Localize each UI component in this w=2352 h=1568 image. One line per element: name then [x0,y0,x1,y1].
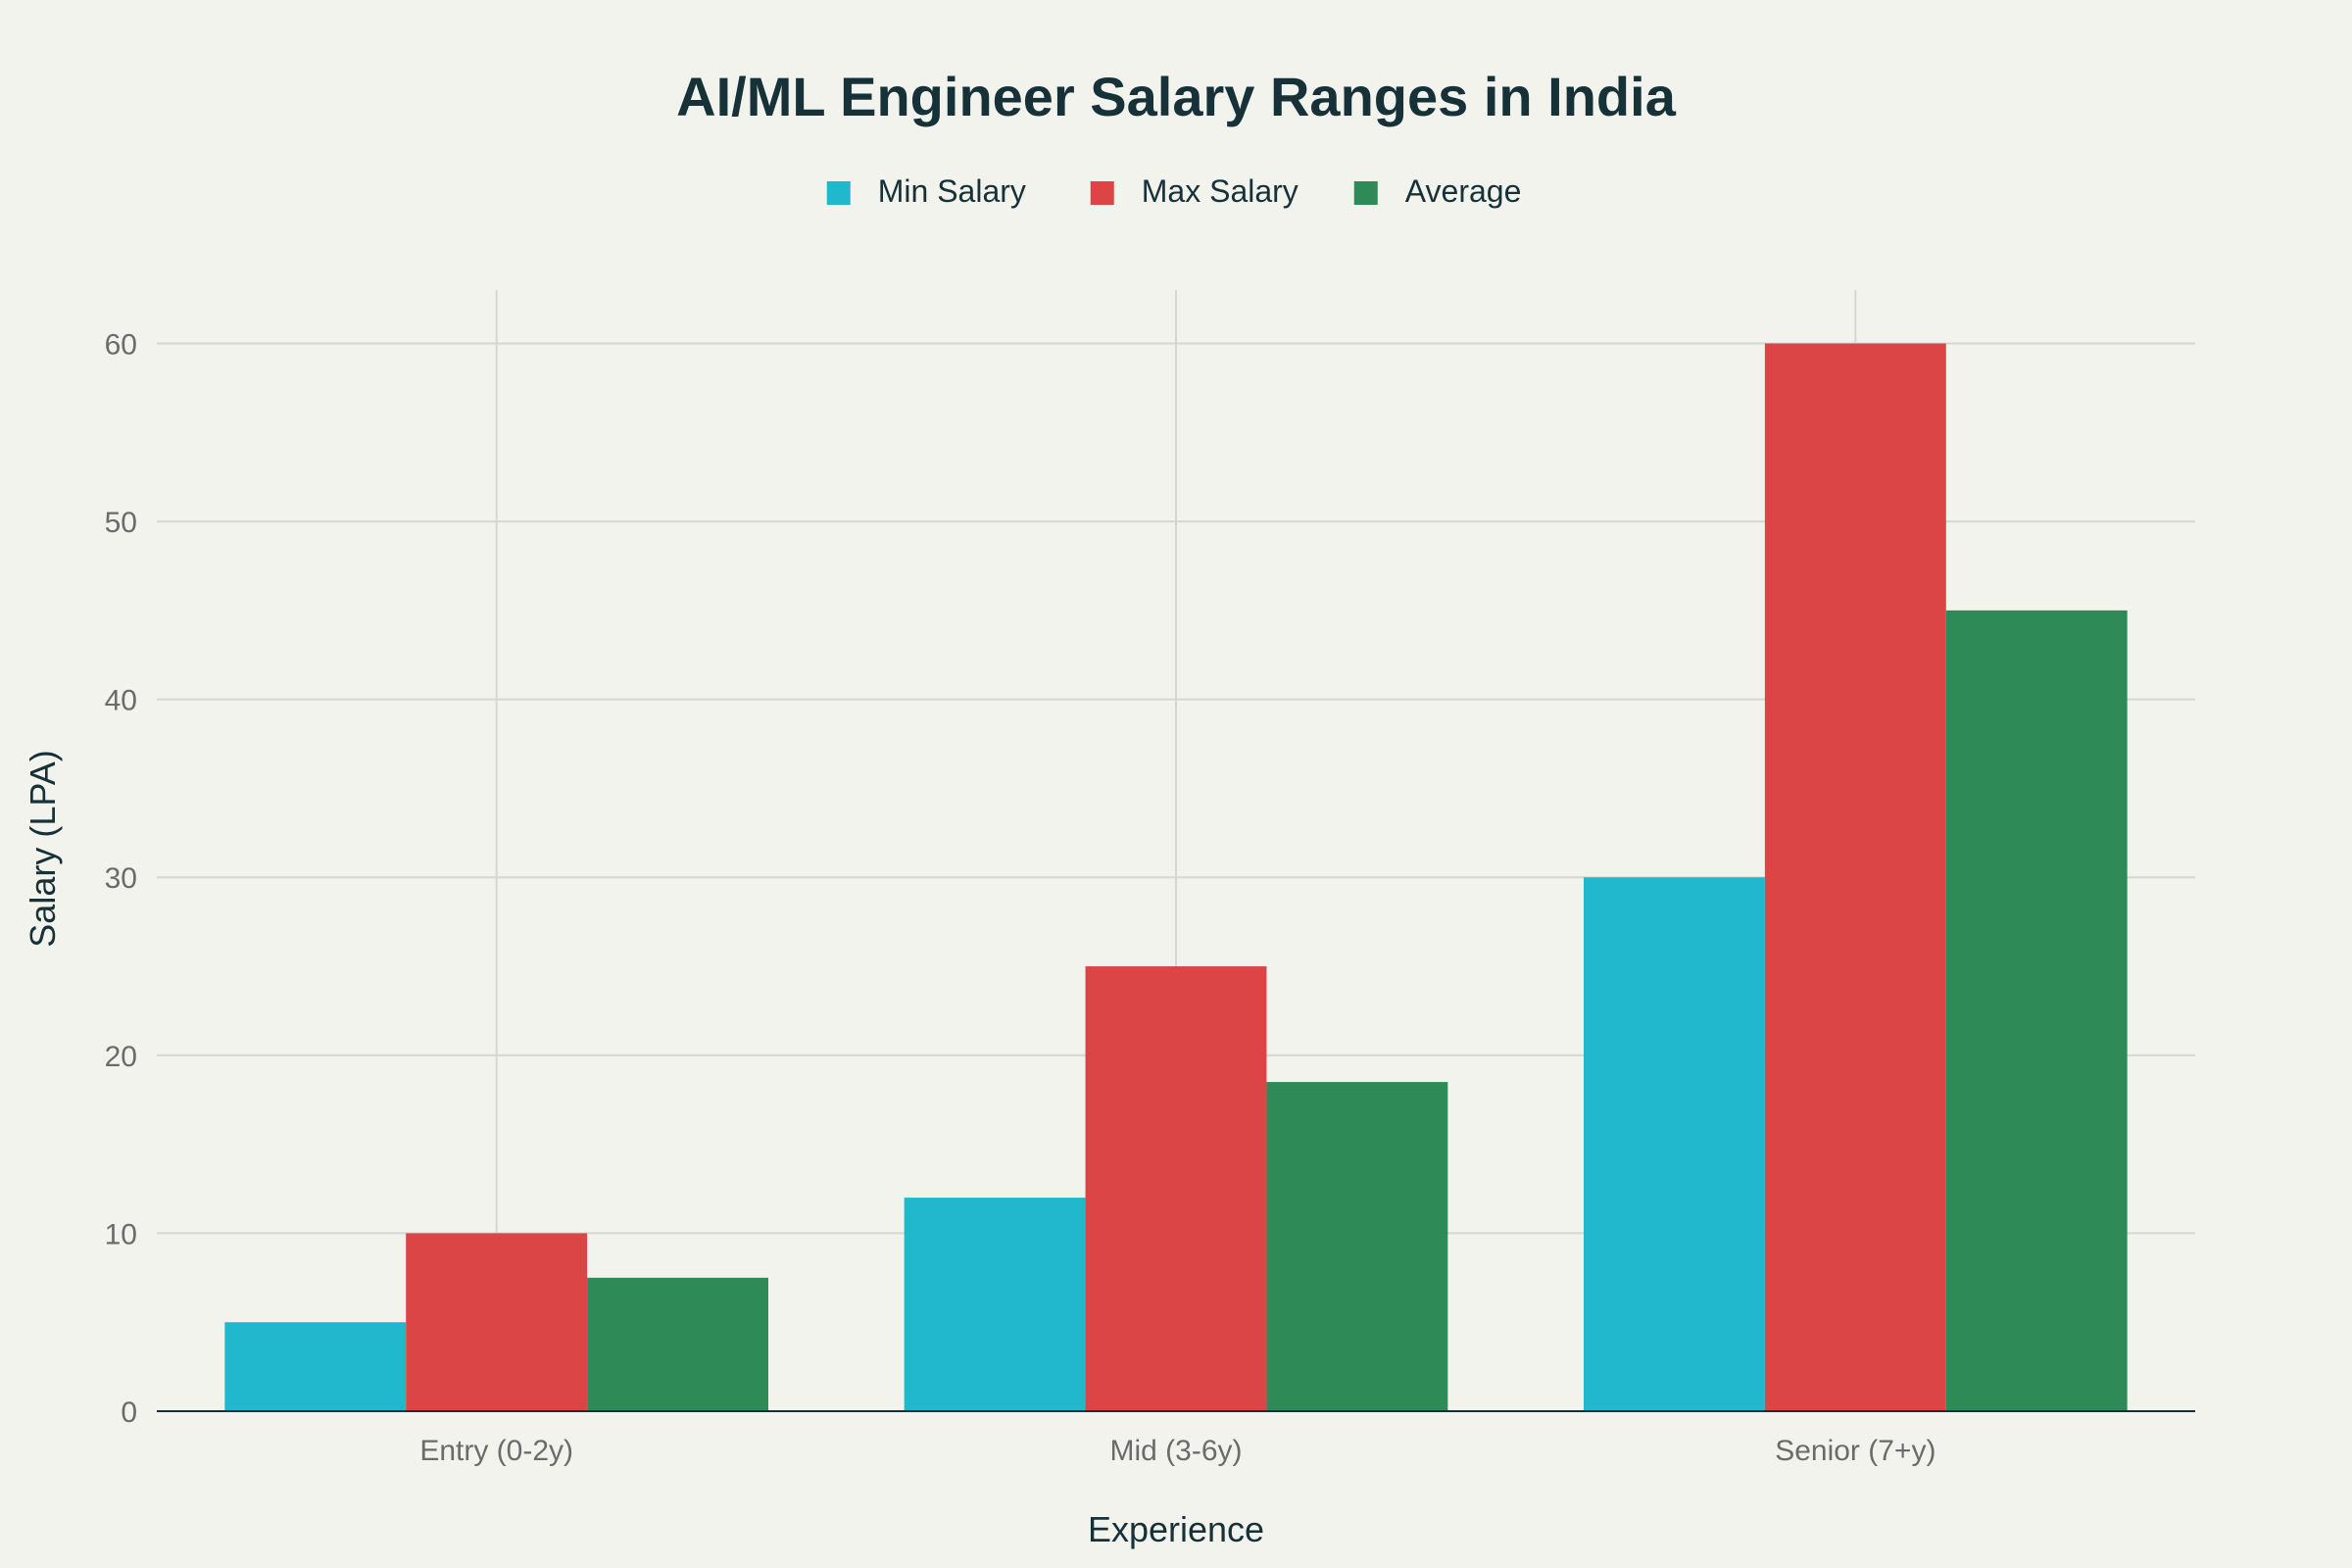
y-tick-label: 10 [105,1218,137,1250]
x-tick-label: Senior (7+y) [1775,1435,1936,1467]
bar-max-salary [406,1233,588,1411]
legend-swatch [826,181,851,205]
legend-swatch [1353,181,1378,205]
bar-max-salary [1085,966,1267,1411]
x-axis-title: Experience [1088,1509,1264,1549]
chart-title: AI/ML Engineer Salary Ranges in India [676,66,1677,127]
bar-average [1945,610,2128,1411]
axes: 0 10 20 30 40 50 60 Entry (0-2y) Mid (3-6y) Senio… [105,328,2195,1467]
y-tick-label: 0 [121,1396,137,1429]
x-tick-label: Entry (0-2y) [419,1435,573,1467]
y-tick-label: 60 [105,328,137,361]
bar-average [587,1277,768,1411]
bar-min-salary [904,1198,1086,1411]
bar-min-salary [224,1322,407,1411]
bars [224,343,2128,1411]
legend-swatch [1090,181,1114,205]
chart-legend: Min Salary Max Salary Average [826,173,1522,209]
legend-label: Min Salary [878,173,1026,209]
x-tick-label: Mid (3-6y) [1109,1435,1242,1467]
y-axis-title: Salary (LPA) [23,750,63,947]
y-tick-label: 40 [105,685,137,717]
y-tick-label: 50 [105,507,137,539]
bar-max-salary [1764,343,1946,1411]
bar-average [1266,1082,1448,1411]
legend-label: Average [1405,173,1522,209]
y-tick-label: 30 [105,862,137,895]
bar-min-salary [1584,877,1765,1411]
y-tick-label: 20 [105,1041,137,1073]
legend-label: Max Salary [1142,173,1298,209]
